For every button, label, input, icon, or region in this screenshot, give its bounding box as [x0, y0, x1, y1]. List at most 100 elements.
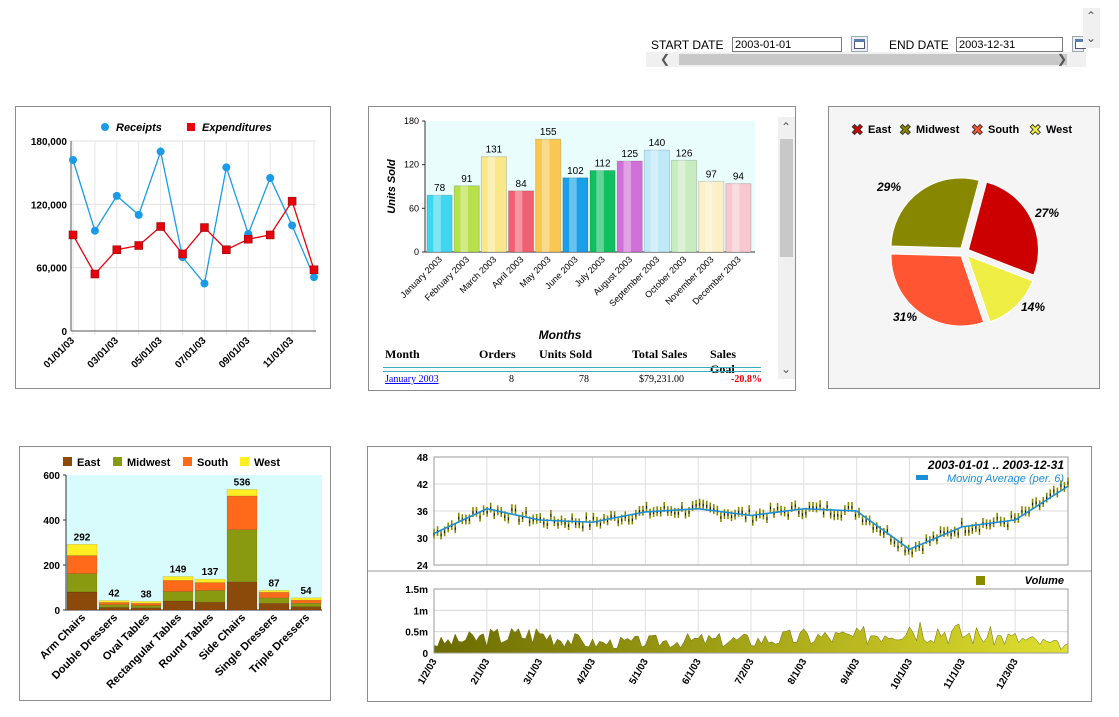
vertical-scrollbar-top[interactable]: ⌃ ⌄: [1083, 8, 1100, 48]
x-tick-label: 10/1/03: [889, 657, 915, 692]
legend-west: West: [1046, 124, 1072, 136]
pie-value-label: 29%: [876, 180, 901, 194]
bar-total-label: 38: [140, 589, 152, 600]
stack-segment-midwest: [66, 573, 98, 593]
stock-chart-panel: 48 42 36 30 24 2003-01-01 .. 2003-12-31 Moving…: [367, 446, 1092, 702]
bar-total-label: 54: [300, 586, 312, 597]
x-tick-label: 4/2/03: [575, 657, 599, 687]
volume-area: [433, 622, 1069, 654]
legend-x-icon-west: ✖: [1029, 122, 1042, 139]
x-tick-label: 09/01/03: [217, 335, 253, 371]
stack-segment-east: [226, 581, 258, 611]
bar: [725, 183, 752, 253]
panel-scroll-thumb[interactable]: [780, 139, 793, 257]
stack-segment-west: [194, 578, 226, 583]
legend-receipts: Receipts: [116, 122, 162, 134]
panel-scroll-down-icon[interactable]: ⌄: [781, 362, 792, 376]
bar: [698, 180, 725, 253]
stack-segment-west: [162, 576, 194, 581]
bar-value-label: 112: [595, 158, 611, 169]
bar-highlight: [541, 139, 550, 252]
stack-segment-west: [130, 601, 162, 604]
x-tick-label: November 2003: [663, 254, 715, 306]
stack-segment-east: [98, 607, 130, 611]
x-tick-label: 12/3/03: [995, 657, 1021, 692]
scroll-thumb[interactable]: [679, 54, 1067, 65]
legend-midwest: Midwest: [916, 124, 960, 136]
expenditures-point: [244, 234, 253, 244]
bar: [508, 190, 535, 253]
expenditures-point: [200, 223, 209, 232]
ma-legend-marker: [916, 475, 928, 480]
stack-segment-west: [98, 600, 130, 603]
expenditures-point: [156, 222, 165, 231]
expenditures-point: [265, 230, 275, 240]
scroll-up-icon[interactable]: ⌃: [1086, 9, 1097, 23]
receipts-point: [222, 163, 231, 172]
start-calendar-icon[interactable]: [851, 36, 868, 52]
price-tick-label: 36: [417, 507, 429, 518]
bar: [589, 169, 616, 253]
bar-value-label: 94: [733, 172, 745, 183]
stack-segment-south: [66, 555, 98, 574]
stack-segment-east: [66, 591, 98, 611]
stack-segment-east: [290, 606, 322, 611]
month-link[interactable]: January 2003: [385, 374, 439, 385]
y-tick-label: 60,000: [36, 264, 67, 275]
panel-scroll-up-icon[interactable]: ⌃: [781, 120, 792, 134]
bar: [480, 156, 508, 253]
x-tick-label: 8/1/03: [786, 657, 810, 687]
stack-segment-west: [66, 544, 98, 556]
bar: [562, 177, 589, 253]
x-tick-label: 5/1/03: [627, 657, 651, 687]
x-tick-label: 05/01/03: [129, 335, 165, 371]
horizontal-scrollbar[interactable]: ❮ ❯: [646, 52, 1086, 67]
end-date-label: END DATE: [889, 38, 949, 52]
volume-legend-marker: [976, 576, 985, 585]
end-date-input[interactable]: [956, 37, 1063, 52]
bar-highlight: [514, 190, 523, 252]
panel-vertical-scrollbar[interactable]: ⌃ ⌄: [778, 117, 795, 379]
x-tick-label: December 2003: [690, 254, 742, 306]
pie-slice-east: [967, 181, 1039, 276]
x-tick-label: 11/1/03: [942, 657, 968, 691]
legend-swatch-south: [183, 457, 192, 466]
cell-units: 78: [579, 374, 589, 385]
receipts-point: [200, 279, 209, 288]
stack-segment-midwest: [258, 597, 290, 604]
scroll-down-icon[interactable]: ⌄: [1086, 31, 1097, 45]
stack-segment-east: [258, 603, 290, 611]
line-chart: Receipts Expenditures 180,000 120,000 60,000…: [31, 122, 319, 371]
legend-x-icon-midwest: ✖: [899, 122, 912, 139]
scroll-left-icon[interactable]: ❮: [660, 52, 671, 66]
bar: [453, 185, 480, 253]
receipts-point: [90, 226, 99, 235]
start-date-input[interactable]: [732, 37, 842, 52]
volume-tick-label: 0: [422, 649, 428, 660]
expenditures-point: [134, 241, 143, 250]
pie-chart-panel: ✖ East ✖ Midwest ✖ South ✖ West 27% 14% 31% 29%: [828, 106, 1100, 389]
x-tick-label: 2/1/03: [469, 657, 493, 687]
bar-highlight: [650, 150, 659, 252]
volume-plot-frame: [433, 588, 1069, 654]
stack-segment-east: [130, 607, 162, 611]
legend-swatch-midwest: [113, 457, 122, 466]
stack-segment-south: [98, 602, 130, 605]
legend-swatch-west: [240, 457, 249, 466]
stack-segment-midwest: [290, 603, 322, 607]
bar-total-label: 87: [268, 578, 280, 589]
x-tick-label: Triple Dressers: [247, 612, 312, 677]
cell-goal: -20.8%: [731, 374, 762, 385]
bar-total-label: 292: [74, 532, 91, 543]
expenditures-point: [112, 245, 122, 254]
bar-value-label: 78: [434, 183, 446, 194]
bar-highlight: [433, 195, 441, 252]
scroll-right-icon[interactable]: ❯: [1057, 52, 1068, 66]
th-units: Units Sold: [539, 347, 593, 361]
stack-segment-west: [226, 489, 258, 497]
bar-chart-panel: 180 120 60 0 Units Sold Months 78 January 2003 9…: [368, 106, 796, 391]
pie-chart: ✖ East ✖ Midwest ✖ South ✖ West 27% 14% 31% 29%: [851, 122, 1072, 327]
volume-legend-label: Volume: [1025, 575, 1064, 587]
expenditures-point: [309, 265, 319, 275]
